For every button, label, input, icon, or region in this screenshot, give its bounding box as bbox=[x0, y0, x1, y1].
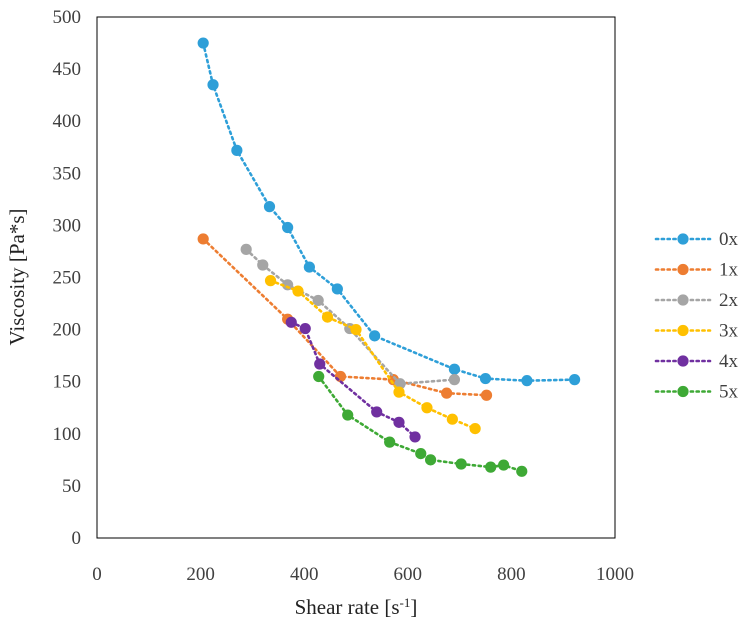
data-point bbox=[285, 316, 297, 328]
data-point bbox=[312, 294, 324, 307]
data-point bbox=[282, 221, 294, 234]
data-point bbox=[568, 374, 581, 386]
data-point bbox=[485, 461, 497, 473]
data-point bbox=[371, 406, 383, 418]
data-point bbox=[342, 409, 354, 421]
data-point bbox=[424, 454, 437, 466]
legend-label: 0x bbox=[719, 229, 739, 250]
legend-item-2x: 2x bbox=[654, 290, 739, 311]
y-tick-label: 100 bbox=[53, 424, 82, 445]
data-point bbox=[421, 402, 433, 414]
data-point bbox=[257, 259, 269, 271]
legend: 0x 1x 2x 3x 4x 5x bbox=[654, 229, 739, 403]
x-tick-label: 800 bbox=[497, 564, 526, 585]
y-tick-label: 200 bbox=[53, 320, 82, 341]
data-point bbox=[394, 378, 406, 390]
data-point bbox=[448, 363, 461, 375]
data-point bbox=[415, 447, 427, 460]
legend-marker bbox=[677, 294, 689, 306]
legend-label: 1x bbox=[719, 260, 739, 281]
legend-marker bbox=[677, 385, 689, 398]
data-point bbox=[321, 311, 334, 323]
data-point bbox=[313, 370, 325, 383]
x-tick-label: 200 bbox=[186, 564, 215, 585]
series-line-1x bbox=[201, 237, 488, 397]
data-point bbox=[479, 372, 492, 385]
data-point bbox=[282, 279, 294, 291]
legend-item-0x: 0x bbox=[654, 229, 739, 250]
data-point bbox=[299, 322, 311, 335]
data-point bbox=[207, 79, 219, 91]
data-point bbox=[231, 144, 243, 156]
y-axis-ticks: 0 50 100 150 200 250 300 350 400 450 500 bbox=[53, 7, 82, 549]
legend-marker bbox=[677, 233, 689, 245]
y-tick-label: 150 bbox=[53, 372, 82, 393]
data-point bbox=[334, 370, 347, 383]
data-point bbox=[314, 358, 326, 370]
data-point bbox=[446, 413, 458, 425]
data-point bbox=[469, 422, 481, 435]
series-2x bbox=[240, 243, 461, 390]
data-point bbox=[331, 283, 343, 295]
data-point bbox=[409, 431, 421, 443]
y-tick-label: 50 bbox=[62, 476, 81, 497]
data-point bbox=[441, 387, 453, 399]
series-line-0x bbox=[201, 41, 576, 383]
data-point bbox=[455, 458, 467, 470]
data-point bbox=[263, 201, 276, 213]
data-point bbox=[350, 324, 362, 336]
series-0x bbox=[197, 37, 581, 387]
y-tick-label: 300 bbox=[53, 215, 82, 236]
data-point bbox=[240, 243, 252, 255]
data-point bbox=[448, 374, 461, 386]
x-axis-ticks: 0 200 400 600 800 1000 bbox=[92, 564, 634, 585]
series-5x bbox=[313, 370, 528, 477]
legend-item-4x: 4x bbox=[654, 351, 739, 372]
legend-item-1x: 1x bbox=[654, 260, 739, 281]
series-layer bbox=[197, 37, 581, 477]
legend-label: 5x bbox=[719, 382, 739, 403]
y-tick-label: 450 bbox=[53, 59, 82, 80]
y-tick-label: 350 bbox=[53, 163, 82, 184]
x-axis-title: Shear rate [s-1] bbox=[295, 595, 418, 619]
plot-area-border bbox=[96, 16, 616, 539]
legend-marker bbox=[677, 324, 689, 337]
data-point bbox=[384, 436, 396, 448]
x-tick-label: 400 bbox=[290, 564, 319, 585]
data-point bbox=[264, 275, 277, 287]
legend-marker bbox=[677, 355, 689, 367]
data-point bbox=[197, 233, 209, 245]
y-tick-label: 500 bbox=[53, 7, 82, 28]
data-point bbox=[516, 465, 528, 477]
legend-marker bbox=[677, 263, 689, 276]
series-3x bbox=[264, 275, 481, 435]
x-tick-label: 0 bbox=[92, 564, 102, 585]
data-point bbox=[197, 37, 209, 49]
legend-item-5x: 5x bbox=[654, 382, 739, 403]
legend-item-3x: 3x bbox=[654, 321, 739, 342]
legend-label: 2x bbox=[719, 290, 739, 311]
legend-label: 3x bbox=[719, 321, 739, 342]
data-point bbox=[393, 386, 405, 398]
y-tick-label: 0 bbox=[72, 528, 82, 549]
data-point bbox=[498, 459, 510, 471]
x-tick-label: 1000 bbox=[596, 564, 634, 585]
legend-label: 4x bbox=[719, 351, 739, 372]
x-tick-label: 600 bbox=[394, 564, 423, 585]
y-axis-title: Viscosity [Pa*s] bbox=[5, 209, 29, 346]
data-point bbox=[292, 285, 304, 297]
data-point bbox=[480, 389, 493, 401]
data-point bbox=[303, 261, 315, 273]
series-4x bbox=[285, 316, 421, 443]
y-tick-label: 400 bbox=[53, 111, 82, 132]
y-tick-label: 250 bbox=[53, 268, 82, 289]
data-point bbox=[369, 330, 381, 342]
data-point bbox=[393, 416, 405, 428]
data-point bbox=[521, 375, 533, 387]
